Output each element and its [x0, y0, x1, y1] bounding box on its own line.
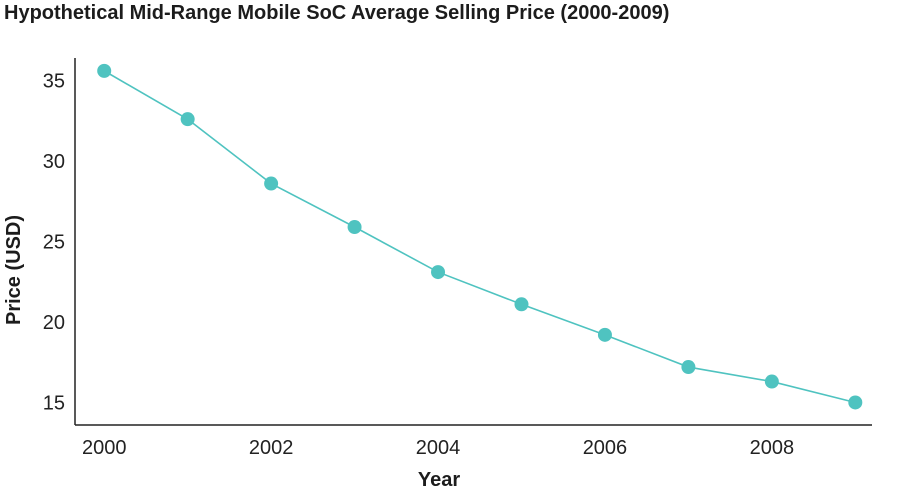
- y-tick-label: 30: [43, 151, 65, 173]
- series-line: [103, 70, 856, 404]
- y-axis-title: Price (USD): [3, 215, 25, 325]
- y-tick-labels: 15 20 25 30 35: [43, 71, 65, 415]
- x-tick-label: 2006: [583, 437, 628, 459]
- x-axis-title: Year: [418, 469, 460, 491]
- y-tick-label: 20: [43, 312, 65, 334]
- x-tick-label: 2002: [249, 437, 294, 459]
- data-point: [180, 112, 195, 127]
- data-point: [597, 327, 612, 342]
- data-point: [764, 374, 779, 389]
- y-tick-label: 15: [43, 392, 65, 414]
- x-tick-labels: 2000 2002 2004 2006 2008: [82, 437, 794, 459]
- series-layer: [97, 63, 863, 410]
- data-point: [514, 297, 529, 312]
- x-tick-label: 2000: [82, 437, 127, 459]
- data-point: [347, 220, 362, 235]
- data-point: [848, 395, 863, 410]
- data-point: [431, 265, 446, 280]
- data-point: [264, 176, 279, 191]
- chart-title: Hypothetical Mid-Range Mobile SoC Averag…: [4, 2, 670, 24]
- x-tick-label: 2004: [416, 437, 461, 459]
- x-tick-label: 2008: [750, 437, 795, 459]
- data-point: [97, 63, 112, 78]
- y-tick-label: 25: [43, 232, 65, 254]
- data-point: [681, 360, 696, 375]
- y-tick-label: 35: [43, 71, 65, 93]
